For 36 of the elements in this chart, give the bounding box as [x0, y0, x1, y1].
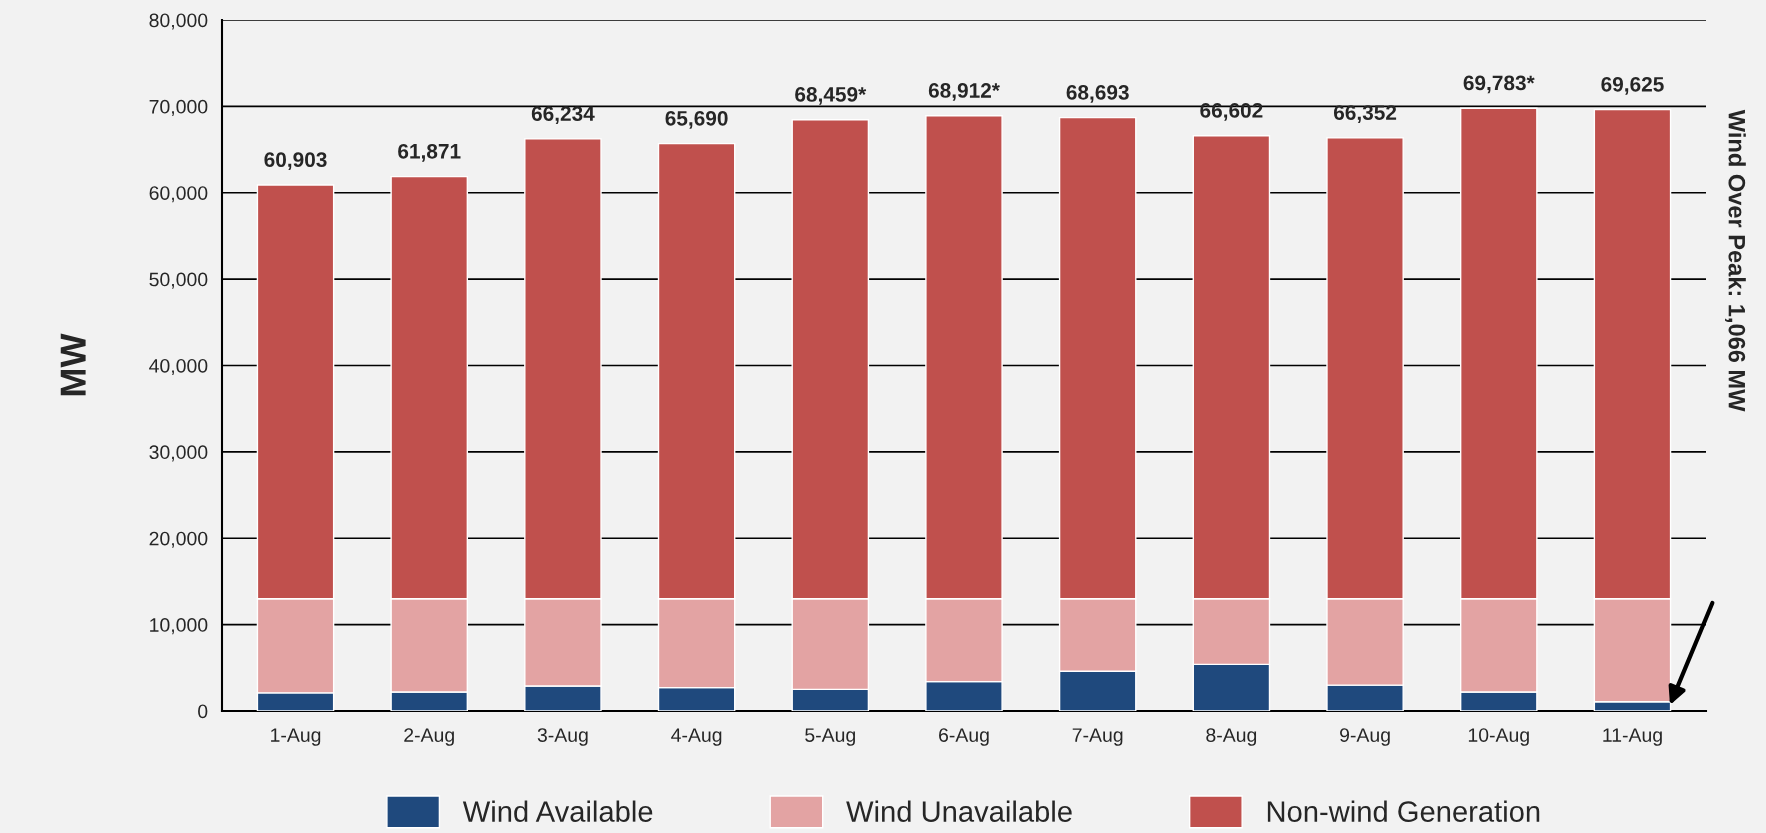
- x-tick-label: 9-Aug: [1340, 728, 1390, 746]
- x-tick-label: 11-Aug: [1603, 728, 1662, 746]
- legend-label: Non-wind Generation: [1267, 800, 1540, 822]
- total-label: 65,690: [665, 110, 728, 129]
- y-tick-label: 40,000: [149, 358, 208, 376]
- y-tick-label: 30,000: [149, 445, 208, 462]
- x-tick-label: 1-Aug: [271, 728, 321, 746]
- x-tick-label: 8-Aug: [1206, 728, 1257, 746]
- x-tick-label: 5-Aug: [805, 728, 855, 746]
- x-tick-label: 2-Aug: [404, 728, 454, 746]
- total-label: 60,903: [264, 152, 327, 171]
- x-tick-label: 4-Aug: [671, 728, 722, 746]
- total-label: 68,459*: [795, 86, 867, 105]
- y-tick-label: 60,000: [149, 186, 208, 203]
- y-tick-label: 20,000: [149, 531, 208, 548]
- legend-label: Wind Available: [462, 800, 653, 822]
- total-label: 61,871: [398, 143, 461, 162]
- total-label: 66,234: [531, 106, 595, 124]
- x-tick-label: 3-Aug: [537, 728, 588, 746]
- y-tick-label: 10,000: [150, 618, 208, 635]
- total-label: 66,352: [1333, 105, 1397, 123]
- x-tick-label: 6-Aug: [939, 728, 989, 746]
- legend-label: Wind Unavailable: [846, 800, 1072, 822]
- y-tick-label: 0: [198, 704, 208, 719]
- y-axis-title: MW: [60, 333, 86, 396]
- y-tick-label: 50,000: [149, 272, 208, 289]
- y-tick-label: 80,000: [149, 13, 208, 30]
- total-label: 69,783*: [1463, 75, 1535, 94]
- total-label: 68,693: [1066, 84, 1129, 103]
- total-label: 66,602: [1200, 103, 1263, 121]
- text: Wind Over Peak: 1,066 MW: [1725, 109, 1746, 412]
- x-tick-label: 7-Aug: [1072, 728, 1123, 746]
- y-tick-label: 70,000: [149, 99, 208, 116]
- total-label: 69,625: [1601, 76, 1664, 95]
- total-label: 68,912*: [928, 83, 1000, 101]
- x-tick-label: 10-Aug: [1468, 728, 1529, 746]
